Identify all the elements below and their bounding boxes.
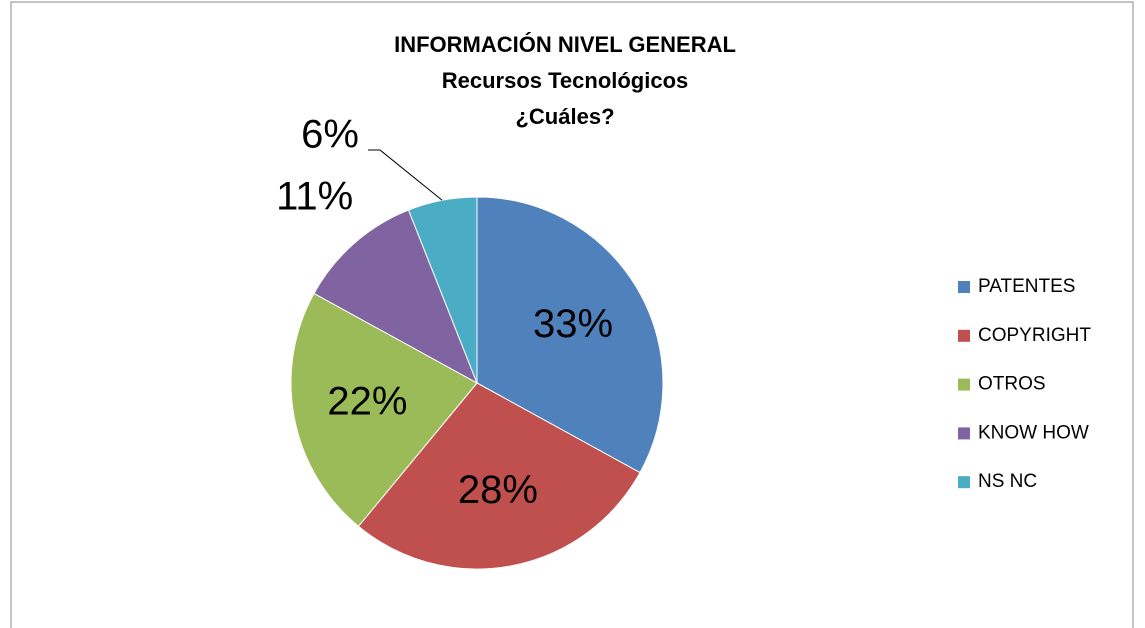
legend-swatch xyxy=(958,329,970,342)
legend-swatch xyxy=(958,281,970,293)
legend-label: COPYRIGHT xyxy=(978,325,1091,346)
pie-slice xyxy=(357,382,641,570)
pie-slice xyxy=(313,209,478,385)
chart-subtitle: ¿Cuáles? xyxy=(515,104,614,129)
legend-swatch xyxy=(958,427,970,440)
legend-label: NS NC xyxy=(978,471,1037,492)
legend-swatch xyxy=(958,378,970,391)
data-label: 33% xyxy=(533,302,613,346)
data-label: 28% xyxy=(458,468,538,512)
chart-subtitle: Recursos Tecnológicos xyxy=(442,68,689,93)
legend-label: PATENTES xyxy=(978,276,1075,297)
pie-slice xyxy=(407,196,478,384)
pie-slice xyxy=(476,196,664,474)
legend-label: OTROS xyxy=(978,374,1046,395)
legend-swatch xyxy=(958,476,970,489)
data-label: 11% xyxy=(276,174,353,218)
leader-line xyxy=(368,149,443,201)
legend-label: KNOW HOW xyxy=(978,422,1089,443)
pie-slice xyxy=(290,292,478,528)
data-label: 6% xyxy=(301,113,359,157)
data-label: 22% xyxy=(327,379,407,423)
chart-title: INFORMACIÓN NIVEL GENERAL xyxy=(394,32,736,57)
